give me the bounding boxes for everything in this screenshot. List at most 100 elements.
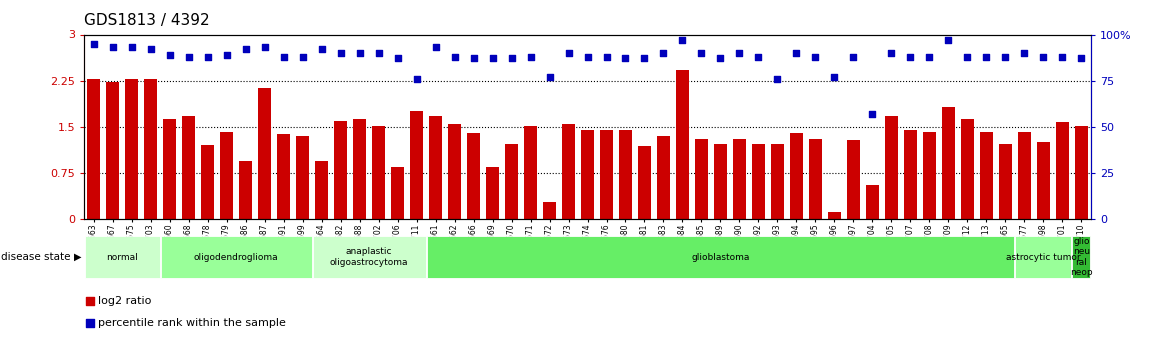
Point — [920, 54, 939, 59]
Bar — [277, 134, 290, 219]
Bar — [1037, 142, 1050, 219]
Bar — [334, 121, 347, 219]
Point — [597, 54, 616, 59]
Point — [1054, 54, 1072, 59]
Point — [654, 50, 673, 56]
Bar — [961, 119, 974, 219]
Point — [1034, 54, 1052, 59]
Text: disease state: disease state — [1, 252, 71, 262]
Bar — [426, 236, 1015, 278]
Point — [236, 47, 255, 52]
Point — [217, 52, 236, 58]
Point — [293, 54, 312, 59]
Bar — [449, 124, 460, 219]
Bar — [1076, 126, 1087, 219]
Bar — [600, 130, 613, 219]
Point — [939, 37, 958, 43]
Bar — [867, 185, 878, 219]
Bar — [182, 116, 195, 219]
Bar — [88, 79, 99, 219]
Bar — [619, 130, 632, 219]
Bar — [582, 130, 593, 219]
Bar — [734, 139, 745, 219]
Text: GDS1813 / 4392: GDS1813 / 4392 — [84, 13, 210, 28]
Point — [901, 54, 919, 59]
Bar — [904, 130, 917, 219]
Point — [84, 41, 103, 47]
Bar — [752, 144, 765, 219]
Bar — [106, 82, 119, 219]
Point — [978, 54, 996, 59]
Bar — [791, 133, 802, 219]
Bar — [639, 147, 651, 219]
Bar — [221, 132, 232, 219]
Text: ▶: ▶ — [74, 252, 81, 262]
Point — [958, 54, 976, 59]
Bar — [923, 132, 936, 219]
Point — [806, 54, 825, 59]
Bar — [164, 119, 175, 219]
Point — [484, 56, 502, 61]
Bar — [885, 116, 898, 219]
Point — [274, 54, 293, 59]
Bar — [980, 132, 993, 219]
Point — [123, 45, 141, 50]
Point — [1015, 50, 1034, 56]
Point — [388, 56, 406, 61]
Bar — [84, 236, 160, 278]
Text: anaplastic
oligoastrocytoma: anaplastic oligoastrocytoma — [329, 247, 409, 267]
Point — [199, 54, 217, 59]
Bar — [258, 88, 271, 219]
Point — [540, 74, 558, 80]
Point — [160, 52, 179, 58]
Point — [141, 47, 160, 52]
Point — [369, 50, 388, 56]
Bar — [695, 139, 708, 219]
Bar — [391, 167, 404, 219]
Bar — [676, 70, 689, 219]
Bar — [201, 145, 214, 219]
Text: percentile rank within the sample: percentile rank within the sample — [98, 318, 286, 328]
Text: log2 ratio: log2 ratio — [98, 296, 152, 306]
Bar — [373, 126, 384, 219]
Point — [769, 76, 787, 81]
Point — [578, 54, 597, 59]
Point — [350, 50, 369, 56]
Bar — [313, 236, 425, 278]
Point — [693, 50, 711, 56]
Point — [787, 50, 806, 56]
Bar — [847, 140, 860, 219]
Text: astrocytic tumor: astrocytic tumor — [1006, 253, 1080, 262]
Bar — [430, 116, 442, 219]
Bar — [715, 144, 726, 219]
Point — [179, 54, 197, 59]
Bar — [239, 161, 252, 219]
Point — [81, 298, 99, 304]
Point — [502, 56, 521, 61]
Point — [559, 50, 578, 56]
Point — [617, 56, 635, 61]
Point — [312, 47, 331, 52]
Point — [635, 56, 654, 61]
Point — [1072, 56, 1091, 61]
Bar — [1000, 144, 1011, 219]
Point — [996, 54, 1015, 59]
Text: glio
neu
ral
neop: glio neu ral neop — [1070, 237, 1093, 277]
Bar — [943, 107, 954, 219]
Bar — [354, 119, 366, 219]
Text: glioblastoma: glioblastoma — [691, 253, 750, 262]
Bar — [145, 79, 157, 219]
Point — [825, 74, 843, 80]
Point — [730, 50, 749, 56]
Point — [882, 50, 901, 56]
Bar — [1056, 122, 1069, 219]
Bar — [543, 203, 556, 219]
Point — [749, 54, 767, 59]
Bar — [1015, 236, 1071, 278]
Bar — [809, 139, 821, 219]
Bar — [315, 161, 328, 219]
Bar — [771, 144, 784, 219]
Point — [844, 54, 863, 59]
Bar — [1018, 132, 1030, 219]
Point — [521, 54, 540, 59]
